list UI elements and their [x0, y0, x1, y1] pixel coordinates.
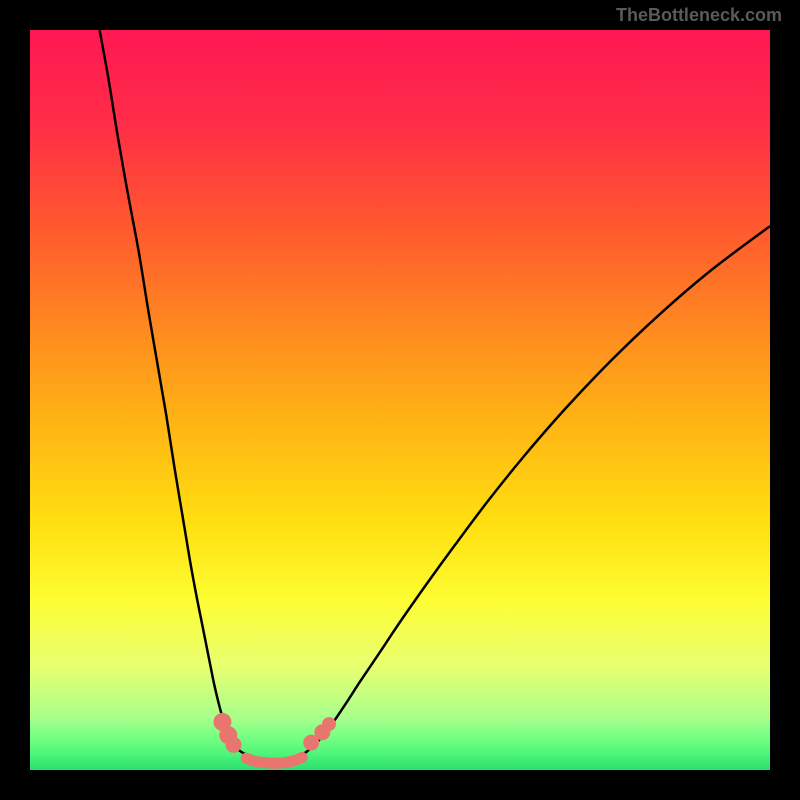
watermark-text: TheBottleneck.com: [616, 5, 782, 26]
marker-dot: [226, 737, 242, 753]
bottom-segment: [246, 757, 302, 763]
chart-svg: [30, 30, 770, 770]
plot-area: [30, 30, 770, 770]
marker-dot: [322, 717, 336, 731]
curve-left: [100, 30, 252, 757]
curve-right: [296, 226, 770, 757]
